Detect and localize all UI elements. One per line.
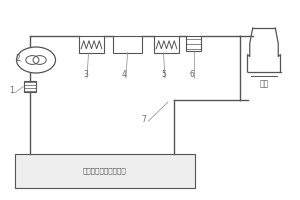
Text: 6: 6 [190,70,194,79]
Bar [24,81,36,92]
Text: 2: 2 [16,54,20,63]
Text: 高炉炉顶液压系统油箱: 高炉炉顶液压系统油箱 [83,168,127,174]
Bar [186,36,201,51]
Text: 高炉: 高炉 [260,79,268,88]
Text: 7: 7 [142,115,146,124]
Bar [79,36,104,53]
Bar [154,36,179,53]
Text: 1: 1 [10,86,14,95]
Text: 4: 4 [122,70,127,79]
Text: 3: 3 [83,70,88,79]
Bar [113,36,142,53]
Bar [15,154,195,188]
Text: 5: 5 [161,70,166,79]
